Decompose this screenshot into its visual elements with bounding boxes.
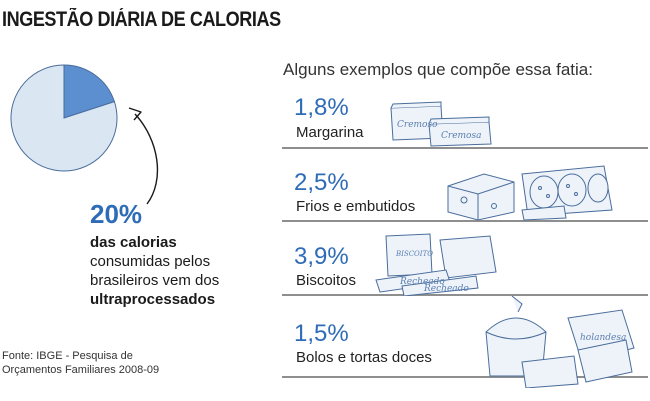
example-percent-margarina: 1,8%: [294, 94, 349, 121]
cold-cuts-icon: [447, 165, 613, 221]
biscoito-label-2: Recheado: [423, 284, 469, 294]
pointer-arrow-icon: [128, 107, 159, 205]
example-name-margarina: Margarina: [296, 124, 364, 141]
headline-percent: 20%: [90, 199, 143, 229]
bolo-box-label: holandesa: [580, 333, 626, 343]
shelf-line: [282, 294, 648, 296]
pie-slice-other: [10, 64, 118, 172]
source-note: Fonte: IBGE - Pesquisa de Orçamentos Fam…: [2, 349, 202, 377]
margarine-tubs-icon: Cremoso Cremosa: [390, 101, 492, 147]
headline-line2: consumidas pelos: [90, 253, 211, 270]
shelf-line: [282, 376, 648, 378]
headline-line3: brasileiros vem dos: [90, 272, 220, 289]
headline-line1: das calorias: [90, 234, 177, 251]
biscoito-label-1: Recheado: [399, 277, 445, 287]
headline-description: das calorias consumidas pelos brasileiro…: [90, 233, 280, 309]
source-line2: Orçamentos Familiares 2008-09: [2, 364, 160, 376]
example-name-biscoitos: Biscoitos: [296, 272, 357, 289]
infographic-title: INGESTÃO DIÁRIA DE CALORIAS: [2, 8, 281, 31]
pie-slice-ultraprocessados: [63, 64, 116, 119]
cakes-icon: holandesa: [485, 295, 635, 388]
margarina-label-2: Cremosa: [441, 131, 481, 141]
biscoito-box-label: BISCOITO: [395, 250, 433, 258]
biscuits-icon: BISCOITO Recheado Recheado: [375, 233, 497, 296]
example-percent-frios: 2,5%: [294, 169, 349, 196]
example-percent-biscoitos: 3,9%: [294, 243, 349, 270]
headline-line4: ultraprocessados: [90, 291, 216, 308]
margarina-label-1: Cremoso: [397, 120, 438, 130]
examples-title: Alguns exemplos que compõe essa fatia:: [283, 60, 593, 79]
calorie-pie-chart: [10, 64, 118, 172]
example-name-bolos: Bolos e tortas doces: [296, 349, 432, 366]
example-percent-bolos: 1,5%: [294, 320, 349, 347]
shelf-line: [282, 147, 648, 149]
source-line1: Fonte: IBGE - Pesquisa de: [2, 350, 133, 362]
example-name-frios: Frios e embutidos: [296, 198, 416, 215]
shelf-line: [282, 220, 648, 222]
